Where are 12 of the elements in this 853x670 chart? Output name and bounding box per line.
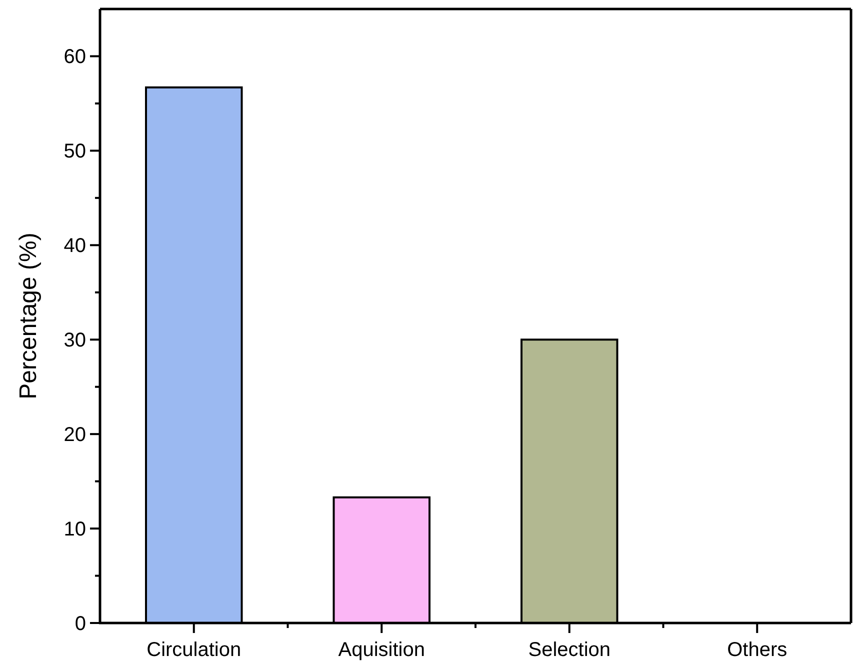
y-tick-label: 40 (64, 235, 86, 258)
y-tick-label: 0 (74, 613, 86, 635)
x-tick-label: Aquisition (338, 639, 425, 661)
y-tick-label: 30 (64, 330, 86, 352)
y-axis-title: Percentage (%) (15, 232, 42, 400)
y-tick-label: 50 (64, 140, 86, 163)
y-tick-label: 20 (64, 424, 86, 446)
x-tick-label: Circulation (146, 639, 242, 661)
x-tick-label: Selection (528, 639, 611, 661)
y-tick-label: 60 (64, 46, 86, 68)
x-tick-label: Others (727, 639, 788, 661)
y-tick-label: 10 (64, 518, 86, 541)
